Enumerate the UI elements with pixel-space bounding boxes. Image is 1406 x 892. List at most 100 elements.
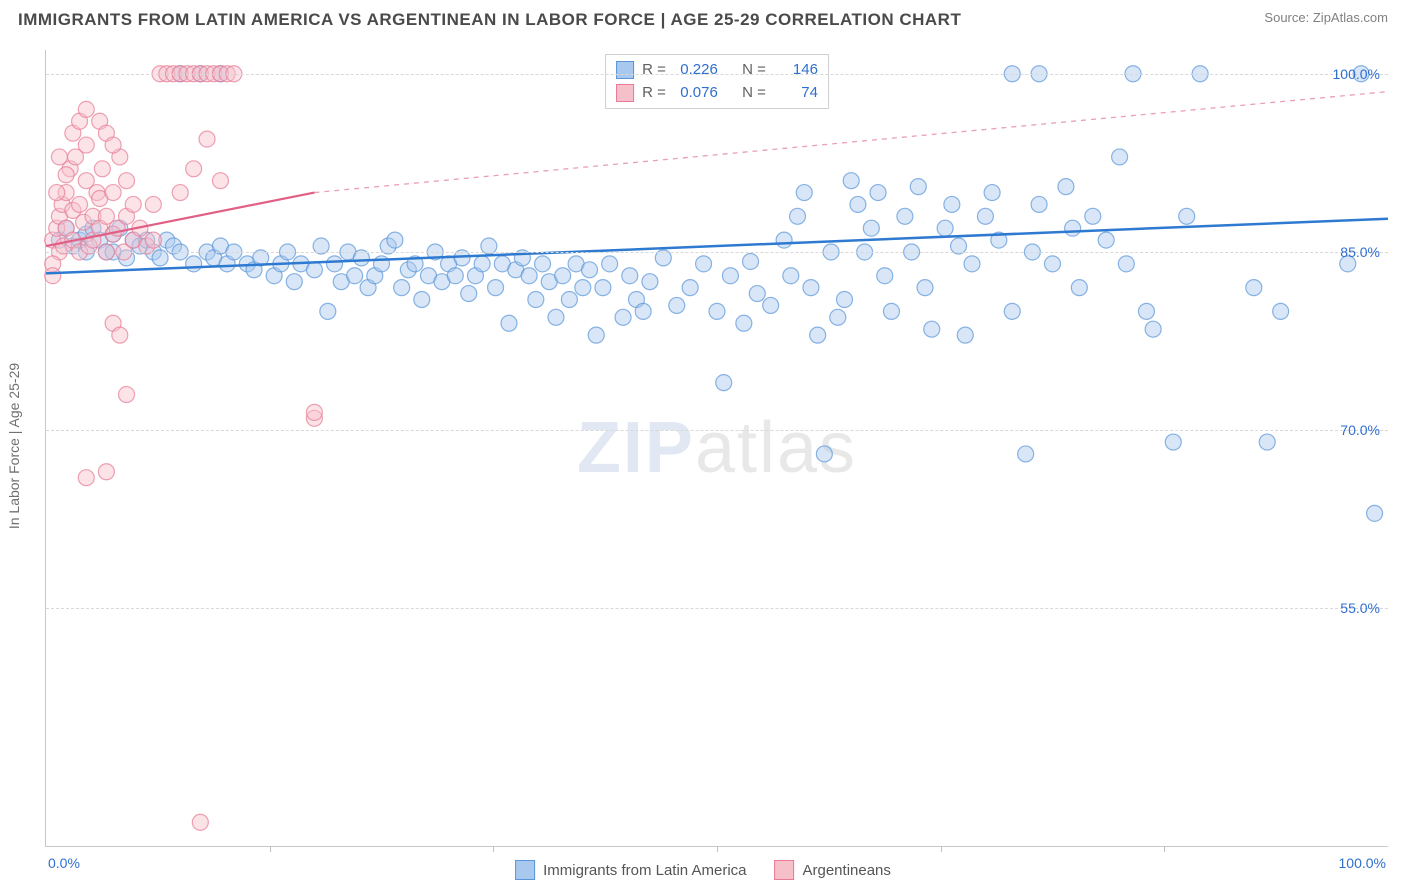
stats-row: R =0.226 N =146: [616, 59, 818, 82]
scatter-point: [172, 185, 188, 201]
scatter-point: [1165, 434, 1181, 450]
legend-swatch: [775, 860, 795, 880]
scatter-point: [1259, 434, 1275, 450]
scatter-point: [790, 208, 806, 224]
stat-n-label: N =: [742, 59, 766, 82]
scatter-point: [830, 309, 846, 325]
scatter-point: [716, 375, 732, 391]
scatter-point: [836, 291, 852, 307]
scatter-point: [709, 303, 725, 319]
scatter-point: [763, 297, 779, 313]
scatter-point: [749, 286, 765, 302]
x-tick-label: 0.0%: [48, 855, 80, 871]
scatter-point: [119, 173, 135, 189]
legend-item: Immigrants from Latin America: [515, 860, 746, 880]
scatter-point: [897, 208, 913, 224]
scatter-point: [1004, 303, 1020, 319]
scatter-point: [212, 173, 228, 189]
scatter-point: [1367, 505, 1383, 521]
x-minor-tick: [493, 846, 494, 852]
scatter-point: [72, 196, 88, 212]
scatter-point: [843, 173, 859, 189]
scatter-point: [870, 185, 886, 201]
gridline-horizontal: [46, 608, 1388, 609]
legend-swatch: [515, 860, 535, 880]
scatter-point: [555, 268, 571, 284]
stat-r-label: R =: [642, 59, 666, 82]
scatter-point: [186, 161, 202, 177]
scatter-point: [924, 321, 940, 337]
trend-line: [46, 219, 1388, 274]
y-tick-label: 100.0%: [1333, 66, 1380, 82]
scatter-point: [327, 256, 343, 272]
legend-label: Argentineans: [803, 862, 891, 879]
scatter-point: [1018, 446, 1034, 462]
scatter-point: [501, 315, 517, 331]
scatter-point: [682, 280, 698, 296]
scatter-point: [58, 167, 74, 183]
scatter-point: [306, 404, 322, 420]
title-bar: IMMIGRANTS FROM LATIN AMERICA VS ARGENTI…: [0, 0, 1406, 38]
scatter-point: [1085, 208, 1101, 224]
source-attribution: Source: ZipAtlas.com: [1264, 10, 1388, 25]
scatter-point: [192, 814, 208, 830]
scatter-point: [347, 268, 363, 284]
scatter-point: [743, 253, 759, 269]
stat-r-value: 0.076: [674, 82, 718, 105]
scatter-point: [49, 185, 65, 201]
scatter-point: [588, 327, 604, 343]
scatter-point: [186, 256, 202, 272]
scatter-point: [944, 196, 960, 212]
scatter-point: [1071, 280, 1087, 296]
scatter-point: [394, 280, 410, 296]
scatter-point: [461, 286, 477, 302]
stat-r-value: 0.226: [674, 59, 718, 82]
x-minor-tick: [941, 846, 942, 852]
x-minor-tick: [1164, 846, 1165, 852]
scatter-point: [1058, 179, 1074, 195]
scatter-point: [669, 297, 685, 313]
y-tick-label: 55.0%: [1340, 600, 1380, 616]
scatter-point: [414, 291, 430, 307]
scatter-point: [488, 280, 504, 296]
scatter-point: [615, 309, 631, 325]
legend-label: Immigrants from Latin America: [543, 862, 746, 879]
scatter-point: [94, 161, 110, 177]
source-link[interactable]: ZipAtlas.com: [1313, 10, 1388, 25]
scatter-point: [850, 196, 866, 212]
scatter-point: [548, 309, 564, 325]
scatter-point: [199, 131, 215, 147]
scatter-point: [1031, 196, 1047, 212]
scatter-point: [582, 262, 598, 278]
scatter-point: [696, 256, 712, 272]
scatter-point: [984, 185, 1000, 201]
scatter-point: [816, 446, 832, 462]
plot-area: ZIPatlas R =0.226 N =146R =0.076 N =74 5…: [45, 50, 1388, 847]
scatter-point: [1273, 303, 1289, 319]
scatter-point: [1118, 256, 1134, 272]
scatter-point: [917, 280, 933, 296]
scatter-point: [977, 208, 993, 224]
scatter-point: [387, 232, 403, 248]
scatter-point: [78, 470, 94, 486]
scatter-point: [736, 315, 752, 331]
scatter-point: [776, 232, 792, 248]
scatter-point: [447, 268, 463, 284]
scatter-point: [783, 268, 799, 284]
chart-area: ZIPatlas R =0.226 N =146R =0.076 N =74 5…: [45, 50, 1388, 847]
scatter-point: [957, 327, 973, 343]
gridline-horizontal: [46, 430, 1388, 431]
scatter-point: [145, 196, 161, 212]
gridline-horizontal: [46, 252, 1388, 253]
legend-swatch: [616, 84, 634, 102]
correlation-stats-box: R =0.226 N =146R =0.076 N =74: [605, 54, 829, 109]
scatter-point: [145, 232, 161, 248]
scatter-point: [125, 196, 141, 212]
chart-title: IMMIGRANTS FROM LATIN AMERICA VS ARGENTI…: [18, 10, 961, 30]
scatter-point: [863, 220, 879, 236]
scatter-point: [1065, 220, 1081, 236]
stat-r-label: R =: [642, 82, 666, 105]
scatter-point: [1098, 232, 1114, 248]
scatter-point: [528, 291, 544, 307]
scatter-point: [521, 268, 537, 284]
